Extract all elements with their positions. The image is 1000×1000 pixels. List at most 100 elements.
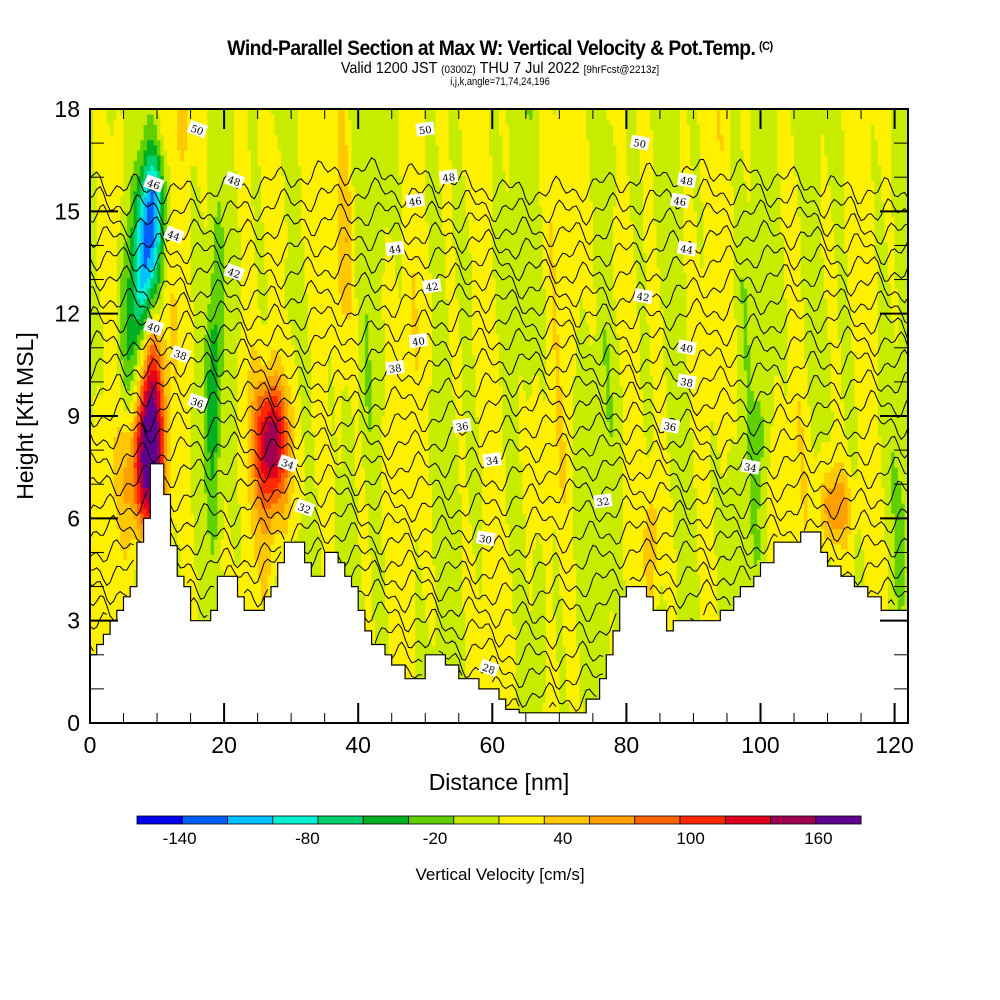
contour-label: 46 <box>143 174 165 193</box>
velocity-cell <box>136 334 141 351</box>
velocity-cell <box>834 482 839 530</box>
velocity-cell <box>261 472 265 494</box>
velocity-cell <box>626 109 631 177</box>
velocity-cell <box>432 564 436 647</box>
velocity-cell <box>126 456 131 504</box>
velocity-cell <box>271 349 275 376</box>
theta-contour-47 <box>90 262 908 311</box>
chart-title: Wind-Parallel Section at Max W: Vertical… <box>40 37 960 61</box>
velocity-cell <box>529 395 534 611</box>
velocity-cell <box>193 165 198 571</box>
velocity-cell <box>281 472 286 494</box>
contour-label-text: 48 <box>226 175 242 190</box>
velocity-cell <box>123 431 128 468</box>
velocity-cell <box>140 216 145 289</box>
velocity-cell <box>452 247 457 397</box>
velocity-cell <box>321 109 326 591</box>
velocity-cell <box>629 109 634 223</box>
velocity-cell <box>874 257 879 723</box>
velocity-cell <box>133 518 138 540</box>
velocity-cell <box>589 109 594 202</box>
velocity-cell <box>281 175 286 366</box>
velocity-cell <box>606 421 611 723</box>
velocity-cell <box>442 109 446 233</box>
contour-label-text: 28 <box>481 662 497 677</box>
velocity-cell <box>834 109 839 264</box>
velocity-cell <box>254 385 259 412</box>
velocity-cell <box>874 109 879 141</box>
velocity-cell <box>261 364 265 381</box>
potential-temperature-contours <box>90 157 908 713</box>
velocity-cell <box>472 354 477 555</box>
velocity-cell <box>784 109 788 299</box>
velocity-cell <box>820 134 825 258</box>
velocity-cell <box>143 487 148 499</box>
velocity-cell <box>757 109 762 402</box>
velocity-cell <box>696 124 701 248</box>
velocity-cell <box>147 364 151 376</box>
velocity-cell <box>274 462 279 478</box>
terrain-mask <box>90 463 908 723</box>
contour-label-bg <box>186 119 209 139</box>
velocity-cell <box>844 252 849 438</box>
velocity-cell <box>264 109 269 274</box>
velocity-cell <box>411 272 416 340</box>
velocity-cell <box>140 375 145 386</box>
velocity-cell <box>264 400 269 417</box>
velocity-cell <box>706 109 711 719</box>
velocity-cell <box>307 349 312 723</box>
contour-label-text: 36 <box>663 421 677 434</box>
velocity-cell <box>820 528 825 555</box>
velocity-cell <box>723 109 728 478</box>
velocity-cell <box>220 538 225 571</box>
velocity-cell <box>733 109 738 320</box>
velocity-cell <box>800 426 805 504</box>
velocity-cell <box>837 528 842 545</box>
velocity-cell <box>488 155 493 723</box>
velocity-cell <box>871 124 876 182</box>
velocity-cell <box>509 574 514 723</box>
contour-label-text: 46 <box>408 196 422 209</box>
velocity-cell <box>535 375 540 535</box>
velocity-cell <box>136 221 141 299</box>
velocity-cell <box>649 503 654 596</box>
velocity-cell <box>143 390 148 407</box>
velocity-cell <box>153 180 158 248</box>
velocity-cell <box>743 180 748 289</box>
velocity-cell <box>334 109 339 438</box>
velocity-cell <box>140 349 145 366</box>
velocity-cell <box>257 395 262 417</box>
velocity-cell <box>448 160 453 356</box>
contour-label: 34 <box>740 458 761 475</box>
velocity-cell <box>264 431 269 463</box>
velocity-cell <box>271 421 275 468</box>
velocity-cell <box>817 109 822 453</box>
velocity-cell <box>703 109 708 668</box>
velocity-cell <box>130 400 135 422</box>
theta-contour-40 <box>90 411 908 461</box>
velocity-cell <box>552 109 557 115</box>
theta-contour-43 <box>90 347 908 398</box>
velocity-cell <box>700 267 705 627</box>
velocity-cell <box>354 109 359 299</box>
velocity-cell <box>136 318 141 335</box>
velocity-cell <box>197 109 202 187</box>
velocity-cell <box>163 395 168 504</box>
velocity-cell <box>576 646 581 723</box>
velocity-cell <box>96 109 101 284</box>
velocity-cell <box>116 231 121 376</box>
velocity-cell <box>220 226 225 376</box>
velocity-cell <box>468 523 473 723</box>
velocity-cell <box>140 451 145 463</box>
velocity-cell <box>643 109 648 253</box>
colorbar-tick-label: -80 <box>295 829 320 848</box>
velocity-cell <box>636 313 641 723</box>
theta-contour-33 <box>90 547 908 607</box>
velocity-cell <box>338 109 343 294</box>
velocity-cell <box>606 109 611 120</box>
contour-label-text: 36 <box>455 421 469 434</box>
velocity-cell <box>690 109 695 166</box>
velocity-cell <box>277 416 282 468</box>
velocity-cell <box>472 554 477 723</box>
velocity-cell <box>539 390 544 545</box>
